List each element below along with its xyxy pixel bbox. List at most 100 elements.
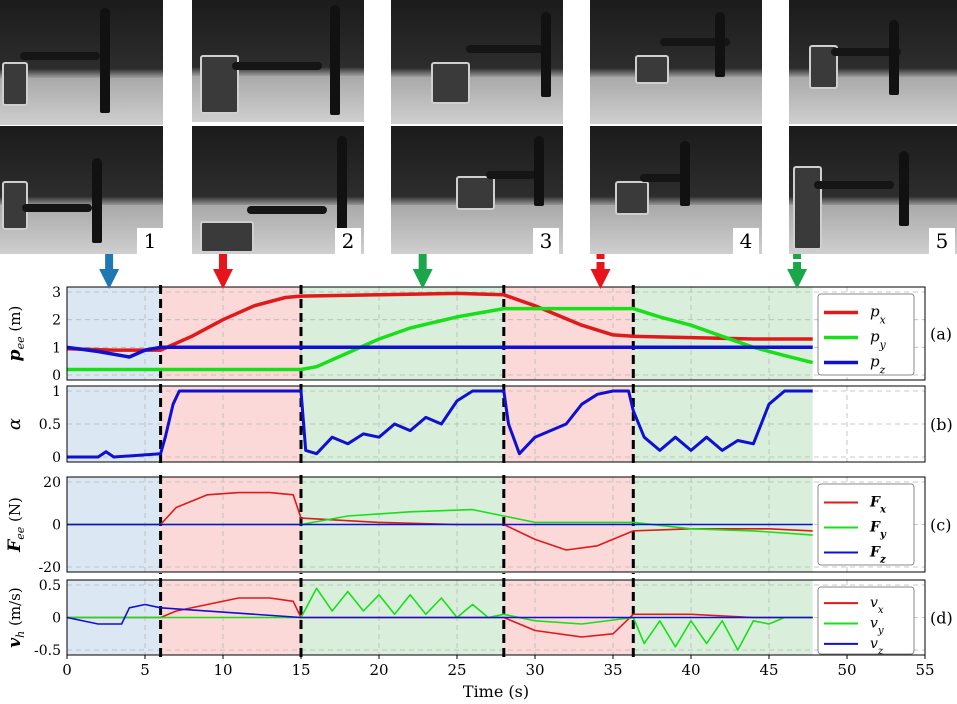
panel-label: (c) bbox=[930, 516, 951, 535]
series-line-pz bbox=[66, 345, 813, 359]
y-tick-label: 0.5 bbox=[39, 417, 61, 433]
panel-label: (d) bbox=[930, 609, 953, 628]
x-tick-label: 40 bbox=[681, 661, 700, 679]
phase-band-4 bbox=[503, 477, 634, 572]
phase-arrow-2 bbox=[219, 254, 227, 269]
legend-label-vz: vz bbox=[870, 636, 884, 657]
legend-label-py: py bbox=[870, 328, 887, 352]
x-tick-label: 25 bbox=[447, 661, 466, 679]
phase-arrowhead-2 bbox=[213, 269, 233, 289]
panel-label: (a) bbox=[930, 325, 952, 344]
phase-band-5 bbox=[633, 477, 813, 572]
phase-band-4 bbox=[503, 580, 634, 655]
legend-label-px: px bbox=[870, 303, 886, 327]
phase-band-2 bbox=[160, 386, 301, 462]
phase-band-2 bbox=[160, 477, 301, 572]
phase-band-2 bbox=[160, 580, 301, 655]
phase-arrowhead-4 bbox=[590, 269, 611, 289]
legend-label-Fy: Fy bbox=[869, 520, 887, 541]
y-tick-label: 0 bbox=[52, 368, 61, 384]
phase-band-1 bbox=[67, 477, 161, 572]
y-tick-label: 2 bbox=[52, 313, 61, 329]
phase-band-2 bbox=[160, 287, 301, 380]
snapshot-2-top bbox=[192, 0, 364, 122]
series-line-vz bbox=[66, 603, 813, 625]
series-line-vx bbox=[67, 597, 813, 638]
y-tick-label: 0 bbox=[52, 450, 61, 466]
series-line-vy bbox=[67, 587, 813, 651]
phase-band-3 bbox=[301, 386, 504, 462]
phase-arrowhead-1 bbox=[99, 269, 120, 289]
snapshot-2-number: 2 bbox=[335, 228, 361, 254]
y-axis-label: Fee (N) bbox=[5, 497, 27, 553]
legend-box bbox=[817, 293, 915, 376]
legend-box bbox=[817, 483, 915, 566]
y-tick-label: 20 bbox=[43, 475, 61, 491]
legend-box bbox=[817, 586, 915, 655]
y-tick-label: -20 bbox=[38, 560, 61, 576]
panel-frame bbox=[66, 286, 926, 381]
y-tick-label: 3 bbox=[52, 285, 61, 301]
snapshot-3-top bbox=[391, 0, 563, 124]
snapshot-5-number: 5 bbox=[929, 228, 955, 254]
phase-band-3 bbox=[301, 287, 504, 380]
phase-arrow-4-dash-b bbox=[596, 262, 605, 269]
x-tick-label: 45 bbox=[759, 661, 778, 679]
panel-frame bbox=[66, 476, 926, 573]
snapshot-3-number: 3 bbox=[533, 228, 559, 254]
x-tick-label: 10 bbox=[213, 661, 232, 679]
snapshot-5-top bbox=[789, 0, 957, 124]
snapshot-4-top bbox=[590, 0, 762, 124]
phase-arrow-4-dash-a bbox=[596, 254, 605, 259]
series-line-Fy bbox=[67, 508, 813, 536]
phase-band-5 bbox=[633, 386, 813, 462]
panel-frame bbox=[66, 579, 926, 656]
x-tick-label: 20 bbox=[369, 661, 388, 679]
y-axis-label: α bbox=[4, 418, 25, 430]
phase-band-1 bbox=[67, 386, 161, 462]
phase-arrowhead-5 bbox=[787, 269, 808, 289]
phase-arrow-5-dash-a bbox=[793, 254, 802, 259]
series-line-alpha bbox=[67, 389, 813, 459]
x-axis-label: Time (s) bbox=[463, 682, 529, 701]
y-tick-label: -0.5 bbox=[34, 643, 61, 659]
x-tick-label: 5 bbox=[140, 661, 150, 679]
phase-arrow-1 bbox=[105, 254, 114, 269]
y-tick-label: 0.5 bbox=[39, 578, 61, 594]
x-tick-label: 50 bbox=[837, 661, 856, 679]
phase-band-5 bbox=[633, 287, 813, 380]
legend-label-pz: pz bbox=[870, 353, 886, 377]
phase-band-5 bbox=[633, 580, 813, 655]
y-tick-label: 1 bbox=[52, 384, 61, 400]
x-tick-label: 35 bbox=[603, 661, 622, 679]
panel-frame bbox=[66, 385, 926, 463]
snapshot-1-number: 1 bbox=[137, 228, 163, 254]
phase-band-1 bbox=[67, 580, 161, 655]
snapshot-4-number: 4 bbox=[733, 228, 759, 254]
y-tick-label: 1 bbox=[52, 340, 61, 356]
legend-label-Fx: Fx bbox=[869, 495, 887, 516]
y-axis-label: vh (m/s) bbox=[5, 587, 27, 647]
phase-band-3 bbox=[301, 477, 504, 572]
panel-label: (b) bbox=[930, 415, 953, 434]
y-axis-label: pee (m) bbox=[5, 306, 27, 362]
phase-band-4 bbox=[503, 386, 634, 462]
phase-arrowhead-3 bbox=[412, 269, 433, 289]
phase-band-4 bbox=[503, 287, 634, 380]
snapshot-1-bottom bbox=[0, 126, 163, 254]
snapshot-1-top bbox=[0, 0, 163, 125]
phase-band-1 bbox=[67, 287, 161, 380]
series-line-Fx bbox=[67, 491, 813, 551]
legend-label-Fz: Fz bbox=[869, 545, 886, 566]
x-tick-label: 0 bbox=[62, 661, 72, 679]
y-tick-label: 0 bbox=[52, 611, 61, 627]
legend-label-vy: vy bbox=[870, 616, 884, 637]
legend-label-vx: vx bbox=[870, 595, 884, 616]
x-tick-label: 15 bbox=[291, 661, 310, 679]
phase-band-3 bbox=[301, 580, 504, 655]
phase-arrow-3 bbox=[418, 254, 427, 269]
y-tick-label: 0 bbox=[52, 518, 61, 534]
x-tick-label: 55 bbox=[915, 661, 934, 679]
series-line-py bbox=[67, 306, 814, 372]
